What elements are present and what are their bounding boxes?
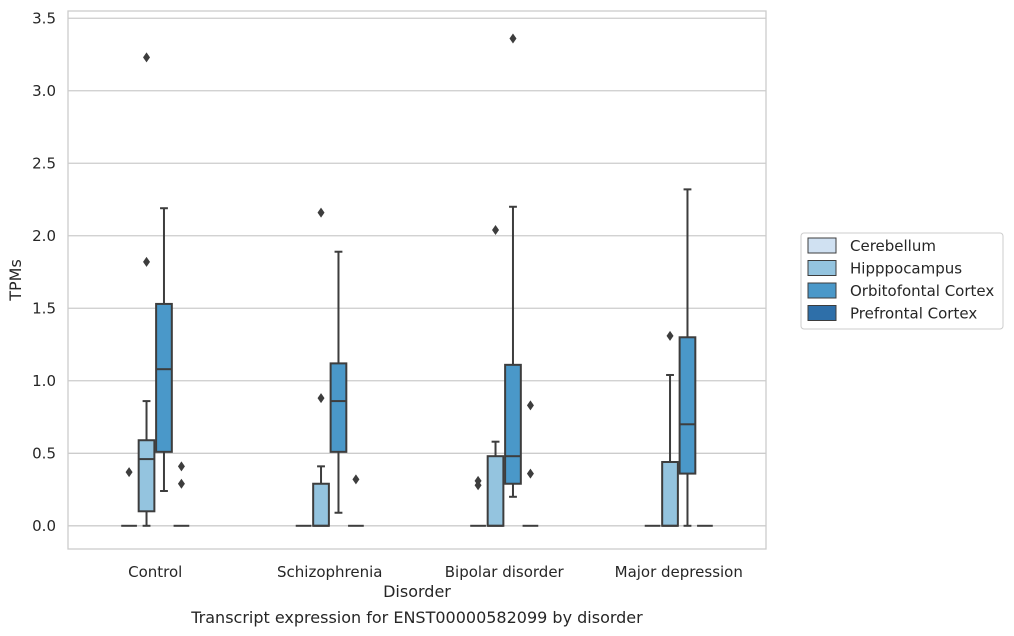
- box-body: [137, 439, 156, 513]
- box-3-0: [173, 461, 190, 527]
- y-tick-label: 3.0: [32, 82, 56, 100]
- legend-swatch: [807, 260, 837, 276]
- x-tick-label: Schizophrenia: [277, 563, 382, 581]
- y-tick-label: 0.0: [32, 517, 56, 535]
- outlier-point: [317, 207, 325, 218]
- outlier-point: [509, 33, 517, 44]
- box-2-3: [678, 188, 697, 527]
- outlier-point: [492, 224, 500, 235]
- x-tick-label: Major depression: [615, 563, 743, 581]
- box-body: [678, 336, 697, 475]
- legend-label: Orbitofontal Cortex: [850, 282, 994, 300]
- outlier-point: [177, 461, 185, 472]
- outlier-point: [317, 393, 325, 404]
- y-tick-label: 1.5: [32, 299, 56, 317]
- outlier-point: [143, 52, 151, 63]
- legend-label: Hipppocampus: [850, 260, 962, 278]
- box-2-2: [504, 33, 522, 498]
- legend-label: Prefrontal Cortex: [850, 305, 977, 323]
- grid-lines: [68, 17, 766, 527]
- outlier-point: [474, 475, 482, 486]
- box-2-0: [155, 207, 173, 492]
- box-series: [121, 33, 713, 527]
- box-2-1: [329, 250, 348, 514]
- legend-swatch: [807, 237, 837, 254]
- legend: Cerebellum Hipppocampus Orbitofontal Corte…: [800, 232, 1004, 330]
- box-body: [504, 363, 522, 485]
- box-3-2: [522, 400, 539, 527]
- box-0-2: [470, 475, 486, 527]
- x-axis-ticks: Control Schizophrenia Bipolar disorder Majo…: [128, 563, 743, 581]
- y-tick-label: 1.0: [32, 372, 56, 390]
- y-axis-title: TPMs: [6, 259, 25, 302]
- outlier-point: [526, 468, 534, 479]
- y-tick-label: 2.5: [32, 154, 56, 172]
- outlier-point: [143, 256, 151, 267]
- box-body: [312, 482, 330, 527]
- box-0-0: [121, 467, 137, 527]
- y-tick-label: 3.5: [32, 9, 56, 27]
- legend-frame: [800, 232, 1004, 330]
- outlier-point: [352, 474, 360, 485]
- box-body: [155, 302, 173, 453]
- legend-swatch: [807, 305, 837, 321]
- legend-label: Cerebellum: [850, 237, 936, 255]
- box-body: [329, 362, 348, 453]
- box-1-2: [486, 224, 505, 527]
- legend-swatch: [807, 282, 837, 299]
- box-1-3: [661, 330, 679, 527]
- box-body: [661, 460, 679, 527]
- y-tick-label: 2.0: [32, 227, 56, 245]
- plot-frame: [67, 10, 767, 550]
- chart-caption: Transcript expression for ENST0000058209…: [190, 608, 643, 627]
- outlier-point: [666, 330, 674, 341]
- box-body: [486, 455, 505, 527]
- box-1-0: [137, 52, 156, 527]
- outlier-point: [526, 400, 534, 411]
- outlier-point: [125, 467, 133, 478]
- x-tick-label: Bipolar disorder: [445, 563, 565, 581]
- x-tick-label: Control: [128, 563, 182, 581]
- y-axis-ticks: 0.0 0.5 1.0 1.5 2.0 2.5 3.0 3.5: [32, 9, 56, 535]
- box-3-1: [348, 474, 364, 527]
- x-axis-title: Disorder: [383, 582, 451, 601]
- y-tick-label: 0.5: [32, 444, 56, 462]
- box-1-1: [312, 207, 330, 527]
- outlier-point: [177, 478, 185, 489]
